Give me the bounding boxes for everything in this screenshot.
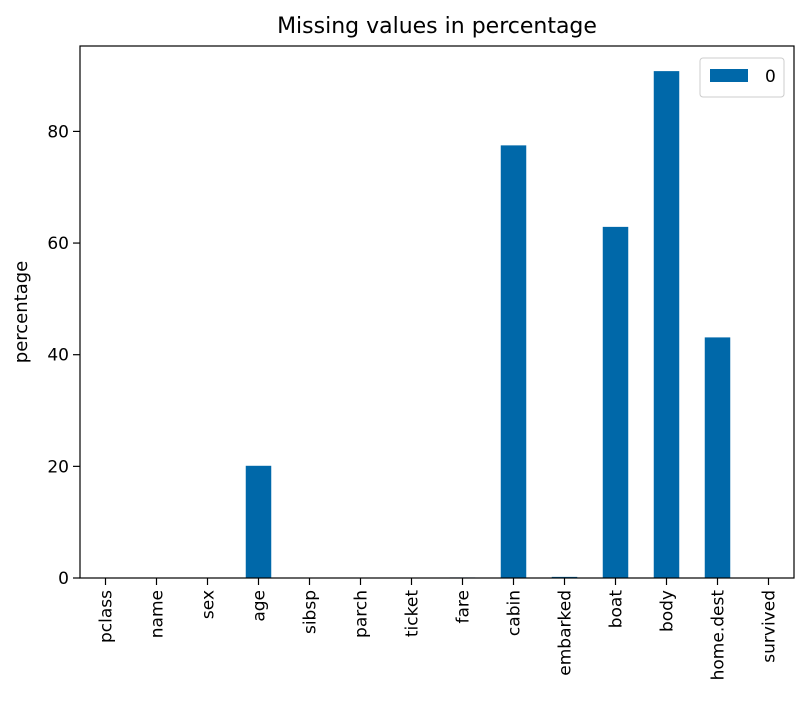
bar-boat — [602, 226, 629, 578]
x-tick-label-pclass: pclass — [97, 590, 117, 643]
x-tick-label-age: age — [250, 590, 270, 622]
y-tick-label-40: 40 — [47, 346, 69, 366]
x-tick-label-fare: fare — [454, 590, 474, 623]
bar-cabin — [500, 145, 527, 578]
x-tick-label-name: name — [148, 590, 168, 638]
x-tick-label-cabin: cabin — [505, 590, 525, 636]
x-tick-label-survived: survived — [760, 590, 780, 663]
legend-swatch — [710, 69, 748, 82]
chart-title: Missing values in percentage — [277, 14, 597, 39]
x-tick-label-sibsp: sibsp — [301, 590, 321, 634]
x-tick-label-parch: parch — [352, 590, 372, 638]
bar-home-dest — [704, 337, 731, 578]
bar-age — [245, 465, 272, 578]
y-axis-label: percentage — [11, 261, 32, 363]
plot-frame — [79, 45, 795, 579]
x-tick-label-ticket: ticket — [403, 590, 423, 637]
x-tick-label-sex: sex — [199, 590, 219, 619]
bar-body — [653, 71, 680, 579]
legend-label: 0 — [765, 67, 776, 87]
y-tick-label-0: 0 — [58, 569, 69, 589]
y-tick-label-80: 80 — [47, 122, 69, 142]
plot-area: 0 20 40 60 80 pclass name sex age sibsp parch ticke… — [47, 45, 795, 681]
x-tick-label-home-dest: home.dest — [709, 590, 729, 681]
x-tick-label-embarked: embarked — [556, 590, 576, 676]
x-tick-label-boat: boat — [607, 590, 627, 629]
y-tick-label-20: 20 — [47, 457, 69, 477]
y-tick-label-60: 60 — [47, 234, 69, 254]
x-tick-label-body: body — [658, 590, 678, 632]
